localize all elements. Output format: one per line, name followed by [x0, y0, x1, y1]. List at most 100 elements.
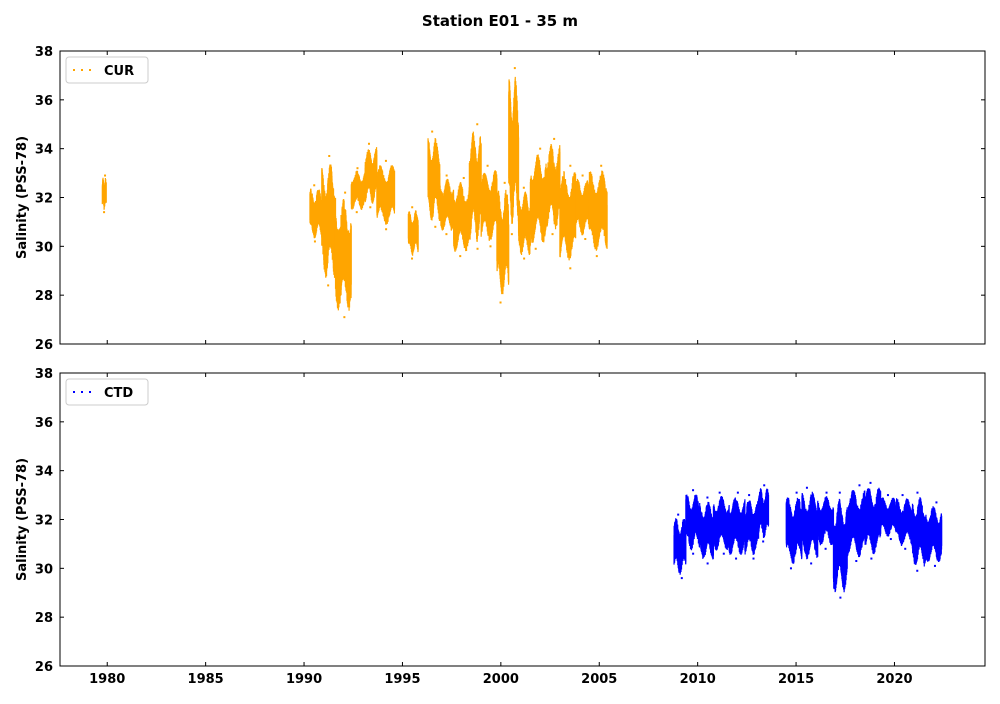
x-tick-label: 2010	[680, 672, 716, 687]
data-segment	[480, 164, 498, 248]
y-axis-label: Salinity (PSS-78)	[15, 458, 30, 581]
data-segment	[895, 494, 913, 550]
data-point-max	[513, 67, 516, 70]
data-point-min	[551, 233, 554, 236]
data-segment	[911, 491, 927, 572]
y-tick-label: 38	[35, 367, 53, 382]
plot-frame	[59, 50, 986, 345]
y-tick-label: 36	[35, 416, 53, 431]
legend-label: CUR	[104, 64, 134, 79]
data-point-min	[569, 267, 572, 270]
data-points	[728, 497, 746, 555]
y-tick-label: 32	[35, 192, 53, 207]
y-tick-label: 34	[35, 143, 53, 158]
data-points	[309, 188, 323, 239]
data-points	[673, 518, 687, 575]
legend-marker	[81, 391, 83, 393]
legend: CUR	[65, 56, 149, 84]
data-point-min	[762, 540, 765, 543]
legend-box	[65, 378, 149, 406]
y-tick-label: 34	[35, 465, 53, 480]
data-segment	[785, 491, 803, 570]
data-point-min	[889, 538, 892, 541]
y-tick-label: 32	[35, 514, 53, 529]
data-point-max	[462, 176, 465, 179]
data-segment	[439, 174, 455, 236]
data-point-min	[680, 577, 683, 580]
data-points	[895, 498, 913, 546]
legend-marker	[73, 391, 75, 393]
data-points	[712, 495, 730, 551]
data-segment	[880, 494, 898, 541]
data-point-max	[569, 164, 572, 167]
data-points	[817, 496, 835, 546]
y-tick-label: 38	[35, 45, 53, 60]
data-point-min	[534, 247, 537, 250]
data-point-max	[328, 154, 331, 157]
data-point-max	[763, 484, 766, 487]
series-ctd	[673, 481, 943, 599]
data-point-max	[553, 137, 556, 140]
y-tick-label: 30	[35, 240, 53, 255]
data-point-max	[706, 496, 709, 499]
data-point-min	[327, 284, 330, 287]
data-segment	[673, 513, 687, 580]
x-tick-label: 1990	[286, 672, 322, 687]
data-points	[496, 189, 510, 295]
data-points	[545, 143, 561, 230]
data-segment	[529, 147, 547, 250]
data-point-max	[486, 164, 489, 167]
panel-top: 26 28 30 32 34 36 38 Salinity (PSS-78) CUR	[15, 45, 986, 353]
y-tick-label: 28	[35, 611, 53, 626]
data-point-max	[677, 513, 680, 516]
data-points	[801, 491, 819, 560]
data-point-max	[313, 184, 316, 187]
panel-bottom: 26 28 30 32 34 36 38 1980 1985 1990 1995 2000 2005 20…	[15, 367, 986, 687]
data-point-min	[839, 596, 842, 599]
data-points	[832, 498, 848, 593]
x-tick-label: 2005	[581, 672, 617, 687]
data-segment	[545, 137, 561, 236]
legend-marker	[73, 69, 75, 71]
data-point-max	[503, 181, 506, 184]
data-segment	[817, 491, 835, 550]
x-tick-label: 2015	[778, 672, 814, 687]
data-point-min	[510, 233, 513, 236]
data-segment	[801, 486, 819, 565]
data-segment	[588, 164, 608, 258]
data-points	[880, 497, 898, 537]
data-point-min	[584, 238, 587, 241]
data-point-max	[901, 494, 904, 497]
data-segment	[517, 186, 531, 260]
x-tick-label: 1985	[188, 672, 224, 687]
data-point-max	[869, 481, 872, 484]
data-points	[925, 506, 943, 562]
data-segment	[407, 206, 419, 260]
data-points	[846, 490, 866, 558]
legend-marker	[89, 391, 91, 393]
data-points	[321, 164, 337, 278]
data-points	[468, 131, 482, 242]
data-points	[864, 487, 882, 555]
data-point-min	[722, 552, 725, 555]
data-point-max	[795, 491, 798, 494]
data-segment	[559, 164, 577, 270]
data-point-max	[805, 486, 808, 489]
data-segment	[712, 491, 730, 555]
data-point-max	[692, 489, 695, 492]
data-point-max	[384, 159, 387, 162]
data-point-min	[692, 552, 695, 555]
data-points	[364, 147, 378, 204]
data-point-min	[904, 547, 907, 550]
legend-box	[65, 56, 149, 84]
data-segment	[376, 159, 396, 231]
data-point-max	[445, 174, 448, 177]
data-segment	[728, 491, 746, 560]
data-point-min	[752, 557, 755, 560]
data-point-max	[825, 491, 828, 494]
legend-label: CTD	[104, 386, 133, 401]
data-segment	[350, 167, 366, 214]
data-segment	[468, 123, 482, 250]
